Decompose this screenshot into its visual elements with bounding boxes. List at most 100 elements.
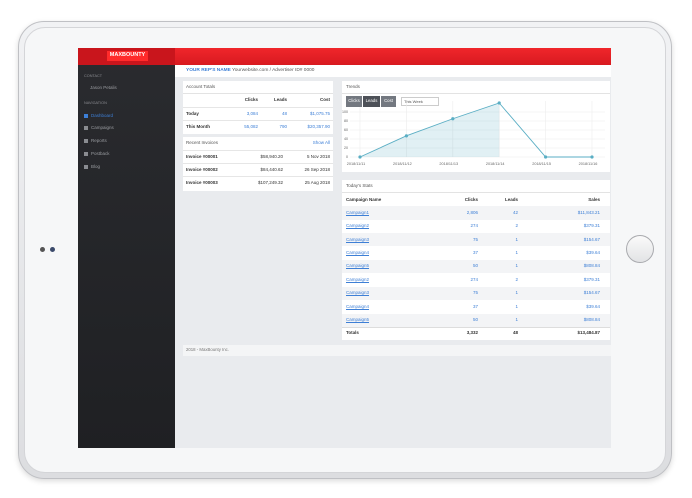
sidebar-heading: CONTACT [84, 74, 103, 79]
cell: $1,075.75 [309, 110, 330, 116]
cell: 50 [472, 316, 478, 322]
cell: 2 [515, 276, 518, 282]
nav-icon [84, 126, 88, 130]
footer-text: 2018 - MaxBounty Inc. [186, 347, 229, 353]
totals-cell: 48 [512, 330, 518, 336]
table-row [342, 286, 610, 301]
row-divider [183, 120, 333, 121]
point [544, 155, 548, 159]
show-all-link[interactable]: Show All [312, 139, 330, 145]
cell: 75 [472, 236, 478, 242]
column-header: Campaign Name [346, 196, 382, 202]
toggle-button[interactable] [363, 96, 380, 107]
x-tick-label: 2018/11/12 [393, 162, 412, 166]
y-tick-label: 60 [344, 128, 348, 132]
table-row [342, 246, 610, 260]
cell: 50 [472, 263, 478, 269]
nav-item[interactable]: Reports [91, 137, 107, 143]
campaign-link[interactable]: Campaign5 [346, 316, 370, 322]
table-row [342, 219, 610, 234]
cell: 48 [281, 110, 287, 116]
select-box[interactable] [401, 97, 439, 106]
cell: 37 [472, 303, 478, 309]
home-button[interactable] [626, 235, 654, 263]
totals-cell: $13,484.87 [577, 330, 600, 336]
footer-bar [183, 345, 611, 356]
divider [342, 192, 610, 193]
cell: 1 [515, 249, 518, 255]
invoice-amount: $107,249.32 [257, 179, 283, 185]
totals-cell: 3,332 [466, 330, 478, 336]
campaign-link[interactable]: Campaign2 [346, 223, 370, 229]
invoice-date: 25 Aug 2018 [304, 179, 330, 185]
invoice-amount: $58,940.20 [260, 153, 283, 159]
area [360, 103, 500, 157]
campaign-link[interactable]: Campaign2 [346, 276, 370, 282]
camera [40, 247, 45, 252]
invoice-date: 5 Nov 2018 [306, 153, 330, 159]
row-divider [183, 163, 333, 164]
toggle-label[interactable]: Cost [384, 98, 393, 104]
panel-title: Today's Stats [346, 182, 373, 188]
table-row [342, 259, 610, 274]
cell: 274 [470, 276, 478, 282]
row-divider [183, 176, 333, 177]
cell: $154.67 [583, 236, 600, 242]
toggle-button[interactable] [381, 96, 396, 107]
logo-box [107, 51, 148, 61]
campaign-link[interactable]: Campaign4 [346, 303, 370, 309]
point [590, 155, 594, 159]
cell: $379.31 [583, 276, 600, 282]
row-label: This Month [186, 123, 210, 129]
cell: 1 [515, 316, 518, 322]
nav-item[interactable]: Postback [91, 150, 110, 156]
divider [183, 93, 333, 94]
divider [342, 93, 610, 94]
breadcrumb-bar [175, 65, 611, 77]
invoice-amount: $84,440.62 [260, 166, 283, 172]
panel [183, 137, 333, 191]
x-tick-label: 2018/11/16 [579, 162, 598, 166]
toggle-button[interactable] [346, 96, 362, 107]
cell: 1 [515, 263, 518, 269]
nav-item[interactable]: Dashboard [91, 112, 114, 118]
totals-cell: Totals [346, 330, 359, 336]
nav-item[interactable]: Blog [91, 163, 101, 169]
campaign-link[interactable]: Campaign5 [346, 263, 370, 269]
toggle-label[interactable]: Clicks [348, 98, 360, 104]
campaign-link[interactable]: Campaign3 [346, 236, 370, 242]
row-divider [183, 150, 333, 151]
panel-title: Trends [346, 83, 360, 89]
cell: 37 [472, 249, 478, 255]
y-tick-label: 20 [344, 146, 348, 150]
breadcrumb: Yourwebsite.com / Advertiser ID# 0000 [232, 67, 315, 73]
cell: 3,084 [246, 110, 258, 116]
panel-title: Recent Invoices [186, 139, 219, 145]
invoice-name: Invoice #00002 [186, 166, 218, 172]
nav-icon [84, 152, 88, 156]
range-select[interactable]: This Week [404, 98, 423, 104]
nav-icon [84, 165, 88, 169]
table-row [342, 313, 610, 327]
cell: $379.31 [583, 223, 600, 229]
invoice-name: Invoice #00001 [186, 153, 218, 159]
x-tick-label: 2018/11/13 [439, 162, 458, 166]
toggle-label[interactable]: Leads [365, 98, 378, 104]
campaign-link[interactable]: Campaign4 [346, 249, 370, 255]
cell: 55,082 [244, 123, 258, 129]
campaign-link[interactable]: Campaign3 [346, 290, 370, 296]
cell: 790 [279, 123, 287, 129]
row-divider [183, 107, 333, 108]
cell: $39.64 [586, 303, 600, 309]
point [497, 101, 501, 105]
cell: 1 [515, 303, 518, 309]
column-header: Cost [320, 96, 330, 102]
top-bar [175, 48, 611, 65]
campaign-link[interactable]: Campaign1 [346, 209, 370, 215]
rep-name: YOUR REP'S NAME [186, 67, 231, 73]
nav-item[interactable]: Campaigns [91, 124, 114, 130]
contact-name[interactable]: Jason Petalis [90, 84, 117, 90]
panel-title: Account Totals [186, 83, 216, 89]
